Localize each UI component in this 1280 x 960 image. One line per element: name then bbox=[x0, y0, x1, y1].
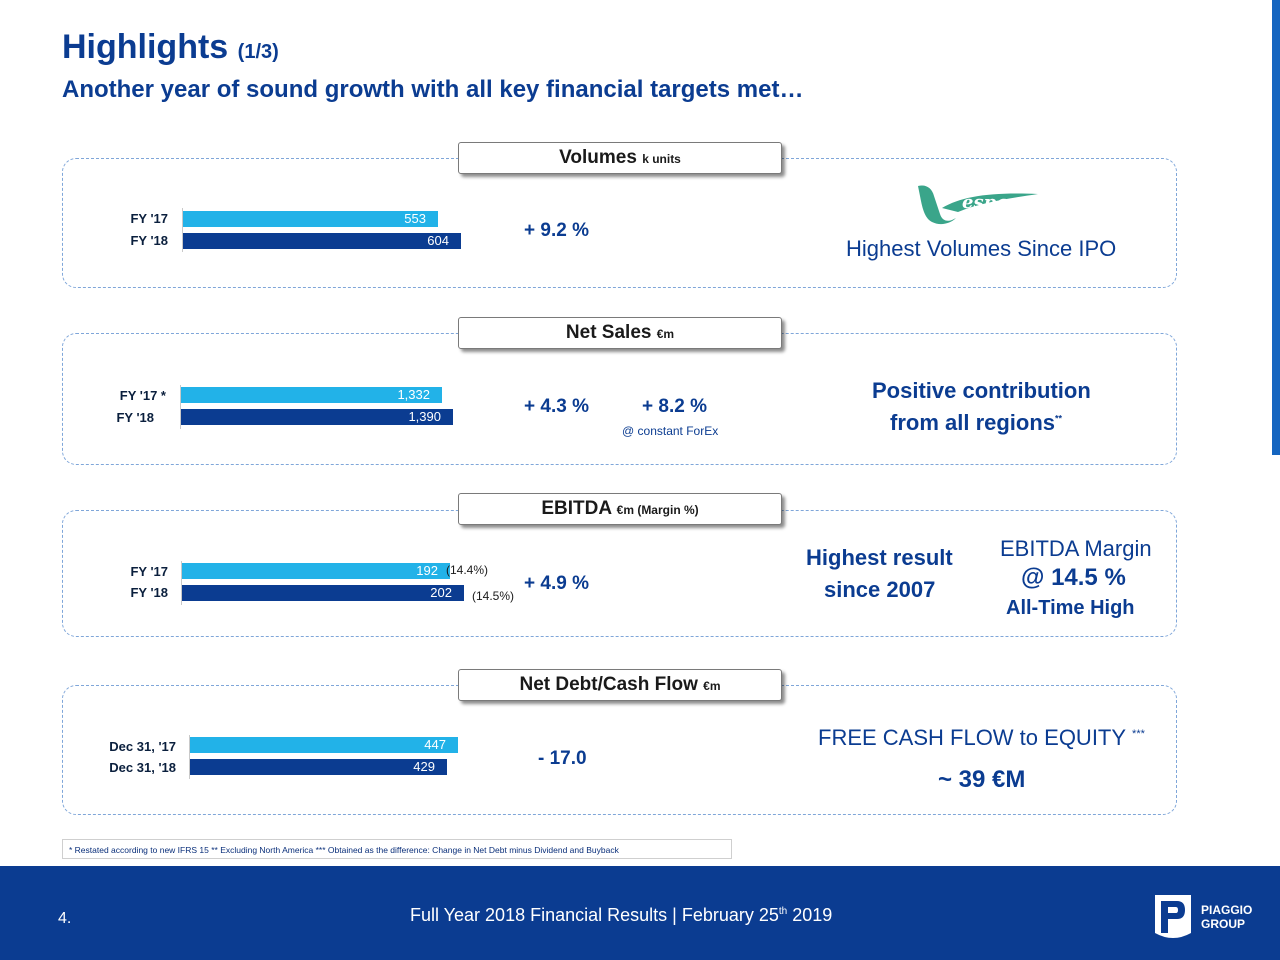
net-debt-bar-2017: 447 bbox=[190, 737, 458, 753]
footer-band bbox=[0, 866, 1280, 960]
net-sales-commentary-line1: Positive contribution bbox=[872, 378, 1091, 403]
ebitda-axis bbox=[181, 561, 182, 605]
net-debt-commentary-line2: ~ 39 €M bbox=[938, 766, 1026, 793]
footer-text-year: 2019 bbox=[787, 905, 833, 925]
volumes-unit: k units bbox=[642, 152, 681, 166]
volumes-bar-fy18: 604 bbox=[183, 233, 461, 249]
logo-line2: GROUP bbox=[1201, 917, 1246, 931]
piaggio-logo: PIAGGIO GROUP bbox=[1153, 893, 1263, 945]
ebitda-unit: €m (Margin %) bbox=[616, 503, 699, 517]
page-subtitle: Another year of sound growth with all ke… bbox=[62, 76, 804, 103]
ebitda-bar-fy17: 192 bbox=[182, 563, 450, 579]
scrollbar[interactable] bbox=[1272, 0, 1280, 455]
footer-text-sup: th bbox=[778, 906, 788, 917]
title-text: Highlights bbox=[62, 28, 229, 66]
ebitda-margin-line2: @ 14.5 % bbox=[1021, 564, 1126, 591]
footer-text-main: Full Year 2018 Financial Results | Febru… bbox=[410, 905, 779, 925]
net-sales-axis bbox=[180, 385, 181, 429]
volumes-label-fy17: FY '17 bbox=[130, 211, 168, 226]
ebitda-change: + 4.9 % bbox=[524, 573, 589, 594]
ebitda-margin-line1: EBITDA Margin bbox=[1000, 536, 1152, 561]
net-sales-commentary-line2: from all regions** bbox=[890, 410, 1062, 436]
ebitda-margin-line3: All-Time High bbox=[1006, 597, 1135, 619]
volumes-tag: Volumes k units bbox=[458, 142, 782, 174]
svg-text:espa: espa bbox=[962, 192, 1008, 213]
net-debt-unit: €m bbox=[703, 679, 721, 693]
title-part: (1/3) bbox=[237, 41, 279, 63]
net-debt-change: - 17.0 bbox=[538, 748, 587, 769]
net-sales-tag: Net Sales €m bbox=[458, 317, 782, 349]
ebitda-bar-fy18: 202 bbox=[182, 585, 464, 601]
ebitda-label-fy17: FY '17 bbox=[130, 564, 168, 579]
footer-text: Full Year 2018 Financial Results | Febru… bbox=[410, 905, 832, 926]
net-debt-label-2017: Dec 31, '17 bbox=[109, 739, 176, 754]
ebitda-tag: EBITDA €m (Margin %) bbox=[458, 493, 782, 525]
net-debt-commentary-line1: FREE CASH FLOW to EQUITY *** bbox=[818, 725, 1145, 751]
net-sales-bar-fy17: 1,332 bbox=[181, 387, 442, 403]
net-sales-bar-fy18: 1,390 bbox=[181, 409, 453, 425]
ebitda-margin-fy18: (14.5%) bbox=[472, 589, 515, 603]
net-sales-commentary-line2-text: from all regions bbox=[890, 410, 1056, 435]
volumes-change: + 9.2 % bbox=[524, 220, 589, 241]
volumes-axis bbox=[182, 208, 183, 252]
volumes-label-fy18: FY '18 bbox=[130, 233, 168, 248]
net-debt-label-2018: Dec 31, '18 bbox=[109, 760, 176, 775]
net-debt-commentary-line1-text: FREE CASH FLOW to EQUITY bbox=[818, 725, 1127, 750]
net-debt-footnote-marker: *** bbox=[1132, 727, 1145, 740]
volumes-bar-fy17: 553 bbox=[183, 211, 438, 227]
volumes-commentary: Highest Volumes Since IPO bbox=[846, 236, 1117, 261]
net-sales-forex-note: @ constant ForEx bbox=[622, 424, 719, 438]
ebitda-margin-fy17: (14.4%) bbox=[446, 563, 489, 577]
logo-line1: PIAGGIO bbox=[1201, 903, 1253, 917]
net-debt-axis bbox=[189, 735, 190, 779]
net-debt-title: Net Debt/Cash Flow bbox=[519, 674, 698, 695]
net-sales-change-forex: + 8.2 % bbox=[642, 396, 707, 417]
page-number: 4. bbox=[58, 910, 72, 927]
footnote: * Restated according to new IFRS 15 ** E… bbox=[62, 839, 732, 859]
ebitda-title: EBITDA bbox=[541, 498, 612, 519]
net-sales-footnote-marker: ** bbox=[1055, 413, 1063, 424]
net-sales-change: + 4.3 % bbox=[524, 396, 589, 417]
net-sales-label-fy17: FY '17 * bbox=[119, 388, 166, 403]
net-sales-label-fy18: FY '18 bbox=[116, 410, 154, 425]
volumes-title: Volumes bbox=[559, 147, 637, 168]
vespa-logo: espa bbox=[918, 185, 1038, 225]
ebitda-commentary-line2: since 2007 bbox=[824, 577, 936, 602]
ebitda-commentary-line1: Highest result bbox=[806, 545, 953, 570]
ebitda-label-fy18: FY '18 bbox=[130, 585, 168, 600]
net-debt-bar-2018: 429 bbox=[190, 759, 447, 775]
net-sales-unit: €m bbox=[656, 327, 675, 341]
page-title: Highlights (1/3) bbox=[62, 28, 279, 67]
net-sales-title: Net Sales bbox=[565, 322, 652, 343]
piaggio-shield-icon bbox=[1155, 895, 1191, 938]
net-debt-tag: Net Debt/Cash Flow €m bbox=[458, 669, 782, 701]
